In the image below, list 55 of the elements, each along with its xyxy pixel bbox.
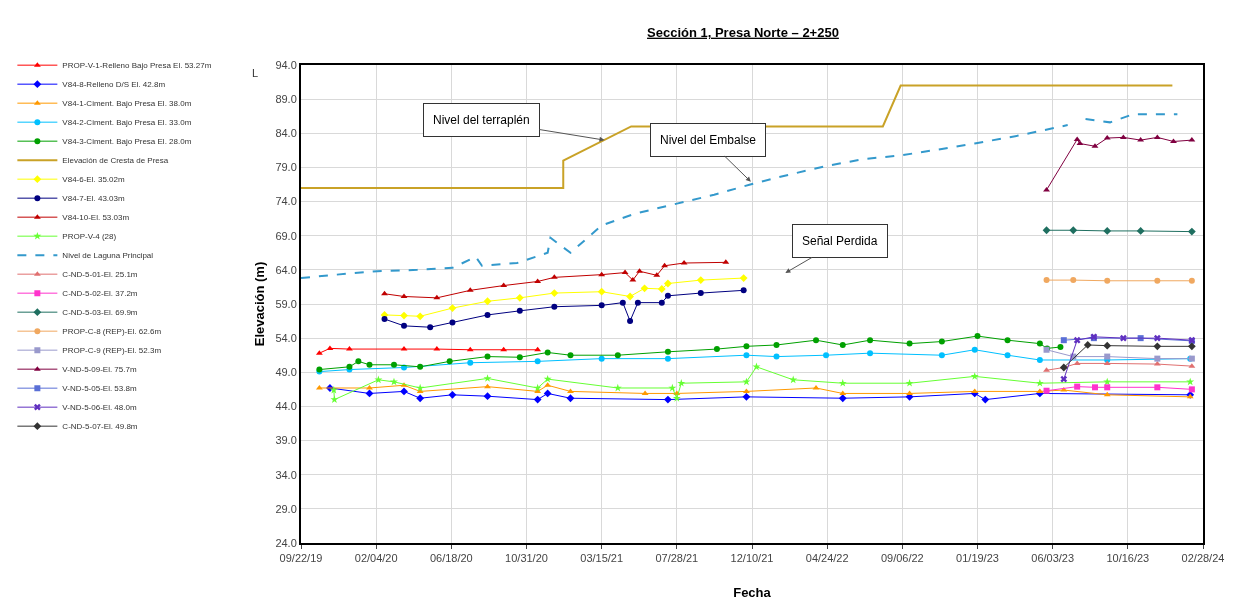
- legend-label: C-ND-5-03-El. 69.9m: [62, 308, 138, 318]
- legend-label: C-ND-5-02-El. 37.2m: [62, 289, 138, 299]
- x-tick-label: 07/28/21: [655, 552, 699, 565]
- legend-label: V84-3-Ciment. Bajo Presa El. 28.0m: [62, 137, 192, 147]
- annotation: Señal Perdida: [802, 234, 878, 248]
- y-tick-label: 84.0: [275, 127, 297, 140]
- legend-label: V84-2-Ciment. Bajo Presa El. 33.0m: [62, 118, 192, 128]
- y-tick-label: 24.0: [275, 536, 297, 549]
- legend-label: PROP-C-8 (REP)-El. 62.6m: [62, 327, 162, 337]
- annotation: Nivel del terraplén: [433, 113, 530, 127]
- x-tick-label: 02/28/24: [1181, 552, 1225, 565]
- legend-label: V-ND-5-09-El. 75.7m: [62, 365, 137, 375]
- y-tick-label: 79.0: [275, 161, 297, 174]
- x-tick-label: 06/18/20: [429, 552, 473, 565]
- annotation: Nivel del Embalse: [660, 133, 757, 147]
- y-tick-label: 39.0: [275, 434, 297, 447]
- legend-label: C-ND-5-01-El. 25.1m: [62, 270, 138, 280]
- x-tick-label: 01/19/23: [956, 552, 999, 565]
- legend-label: PROP-C-9 (REP)-El. 52.3m: [62, 346, 162, 356]
- text: L: [252, 67, 259, 79]
- y-tick-label: 54.0: [275, 331, 297, 344]
- x-tick-label: 04/24/22: [805, 552, 849, 565]
- y-tick-label: 44.0: [275, 400, 297, 413]
- legend-label: C-ND-5-07-El. 49.8m: [62, 422, 138, 432]
- y-tick-label: 34.0: [275, 468, 297, 481]
- x-tick-label: 09/22/19: [279, 552, 323, 565]
- x-tick-label: 09/06/22: [880, 552, 924, 565]
- x-axis-title: Fecha: [733, 585, 772, 601]
- legend-label: V84-1-Ciment. Bajo Presa El. 38.0m: [62, 99, 192, 109]
- y-tick-label: 64.0: [275, 263, 297, 276]
- y-tick-label: 74.0: [275, 195, 297, 208]
- x-tick-label: 06/03/23: [1031, 552, 1075, 565]
- y-tick-label: 89.0: [275, 92, 297, 105]
- legend-label: V84-7-El. 43.03m: [62, 194, 125, 204]
- legend-label: PROP-V-4 (28): [62, 232, 117, 242]
- legend-label: V84-10-El. 53.03m: [62, 213, 130, 223]
- y-tick-label: 69.0: [275, 229, 297, 242]
- legend-label: V-ND-5-06-El. 48.0m: [62, 403, 137, 413]
- legend-label: Nivel de Laguna Principal: [62, 251, 154, 261]
- legend-label: Elevación de Cresta de Presa: [62, 156, 169, 166]
- legend-label: PROP-V-1-Relleno Bajo Presa El. 53.27m: [62, 61, 212, 71]
- y-tick-label: 29.0: [275, 502, 297, 515]
- y-axis-title: Elevación (m): [251, 261, 267, 347]
- x-tick-label: 10/16/23: [1106, 552, 1150, 565]
- legend-label: V-ND-5-05-El. 53.8m: [62, 384, 137, 394]
- x-tick-label: 12/10/21: [730, 552, 774, 565]
- x-tick-label: 03/15/21: [580, 552, 624, 565]
- legend-label: V84-6-El. 35.02m: [62, 175, 125, 185]
- x-tick-label: 10/31/20: [505, 552, 548, 565]
- y-tick-label: 49.0: [275, 366, 297, 379]
- y-tick-label: 59.0: [275, 297, 297, 310]
- y-tick-label: 94.0: [275, 58, 297, 71]
- chart-title: Sección 1, Presa Norte – 2+250: [647, 24, 839, 40]
- x-tick-label: 02/04/20: [354, 552, 398, 565]
- legend-label: V84-8-Relleno D/S El. 42.8m: [62, 80, 166, 90]
